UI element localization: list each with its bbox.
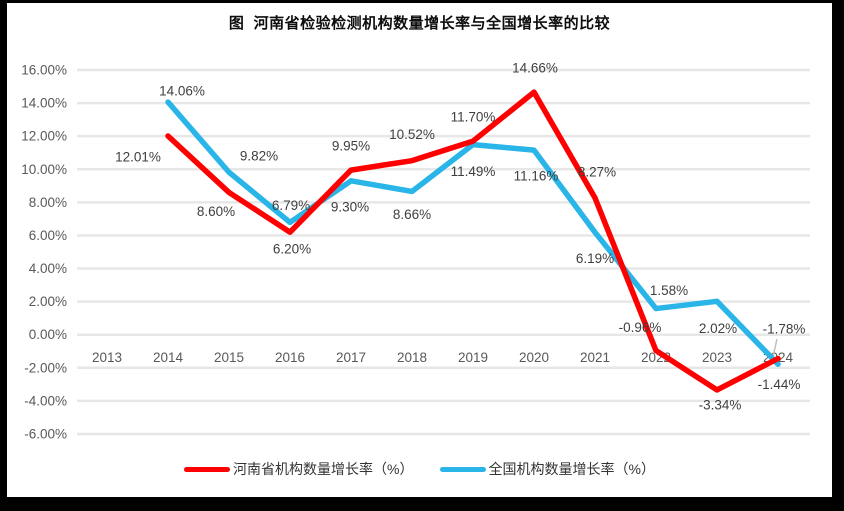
data-label: 6.19%: [576, 251, 614, 266]
series-line-1: [165, 99, 781, 367]
data-label: 11.16%: [514, 169, 559, 184]
data-label: 10.52%: [389, 127, 435, 142]
x-axis-label: 2015: [214, 350, 244, 365]
y-tick-label: 4.00%: [29, 261, 67, 276]
data-label: 14.66%: [512, 61, 558, 76]
y-tick-label: 10.00%: [21, 162, 67, 177]
legend-label-national: 全国机构数量增长率（%）: [488, 461, 655, 477]
data-label: 8.60%: [197, 204, 235, 219]
data-label: 11.70%: [451, 110, 496, 125]
chart-title: 图 河南省检验检测机构数量增长率与全国增长率的比较: [228, 15, 611, 32]
x-axis-label: 2023: [702, 350, 732, 365]
henan-line-swatch: [184, 466, 231, 472]
data-label: 6.20%: [273, 242, 311, 257]
data-label: 9.30%: [331, 199, 369, 214]
y-tick-label: -2.00%: [24, 360, 67, 375]
data-label: 14.06%: [159, 84, 205, 99]
x-axis-label: 2019: [458, 350, 488, 365]
x-axis-label: 2018: [397, 350, 427, 365]
y-tick-label: 2.00%: [29, 294, 67, 309]
legend-item-henan[interactable]: 河南省机构数量增长率（%）: [184, 459, 414, 479]
y-tick-label: 16.00%: [21, 63, 67, 78]
x-axis-label: 2016: [275, 350, 305, 365]
data-label: 8.66%: [393, 207, 431, 222]
data-label: 12.01%: [115, 150, 161, 165]
y-tick-label: 0.00%: [29, 327, 67, 342]
chart-legend: 河南省机构数量增长率（%） 全国机构数量增长率（%）: [7, 459, 832, 479]
x-axis-label: 2021: [580, 350, 610, 365]
data-label: 9.95%: [332, 139, 370, 154]
data-label: 2.02%: [699, 321, 737, 336]
x-axis-label: 2014: [153, 350, 184, 365]
data-label: -1.78%: [763, 322, 806, 337]
x-axis-label: 2013: [92, 350, 122, 365]
data-label: 11.49%: [451, 164, 496, 179]
data-label: 6.79%: [272, 198, 310, 213]
y-tick-label: 8.00%: [29, 195, 67, 210]
y-tick-label: 12.00%: [21, 129, 67, 144]
legend-label-henan: 河南省机构数量增长率（%）: [233, 461, 414, 477]
series-line-0: [165, 89, 781, 393]
y-tick-label: -4.00%: [24, 393, 67, 408]
y-tick-label: -6.00%: [24, 426, 67, 441]
data-label: -1.44%: [758, 377, 801, 392]
data-label: -3.34%: [699, 397, 742, 412]
data-label: 8.27%: [578, 164, 616, 179]
x-axis-label: 2020: [519, 350, 549, 365]
data-label: 1.58%: [650, 283, 688, 298]
data-label: 9.82%: [240, 149, 278, 164]
y-tick-label: 6.00%: [29, 228, 67, 243]
x-axis-label: 2017: [336, 350, 366, 365]
chart-area: 图 河南省检验检测机构数量增长率与全国增长率的比较 16.00% 14.00% 12…: [7, 3, 832, 497]
line-chart-canvas: 16.00% 14.00% 12.00% 10.00% 8.00% 6.00% 4.00% 2…: [21, 61, 810, 441]
data-label: -0.96%: [619, 320, 662, 335]
y-tick-label: 14.00%: [21, 96, 67, 111]
national-line-swatch: [439, 466, 486, 472]
legend-item-national[interactable]: 全国机构数量增长率（%）: [439, 459, 655, 479]
